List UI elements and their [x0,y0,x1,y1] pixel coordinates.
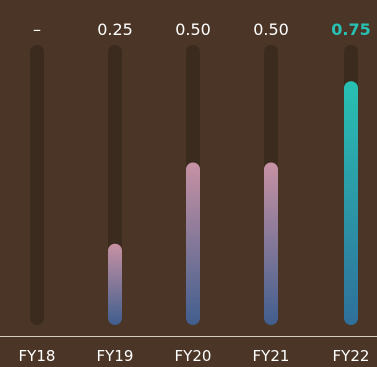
bar-fy19 [108,243,122,325]
bar-fy22 [344,81,358,325]
tick-label-fy18: FY18 [19,347,56,365]
bars [108,81,358,325]
tick-label-fy21: FY21 [253,347,290,365]
tick-label-fy22: FY22 [333,347,370,365]
value-labels: – 0.25 0.50 0.50 0.75 [33,20,371,39]
value-label-fy22: 0.75 [331,20,370,39]
tick-label-fy19: FY19 [97,347,134,365]
bar-fy21 [264,162,278,325]
tick-label-fy20: FY20 [175,347,212,365]
bar-track [30,45,44,325]
x-axis-tick-labels: FY18 FY19 FY20 FY21 FY22 [19,347,370,365]
value-label-fy21: 0.50 [253,20,289,39]
bar-fy20 [186,162,200,325]
value-label-fy20: 0.50 [175,20,211,39]
value-label-fy18: – [33,20,41,39]
value-label-fy19: 0.25 [97,20,133,39]
